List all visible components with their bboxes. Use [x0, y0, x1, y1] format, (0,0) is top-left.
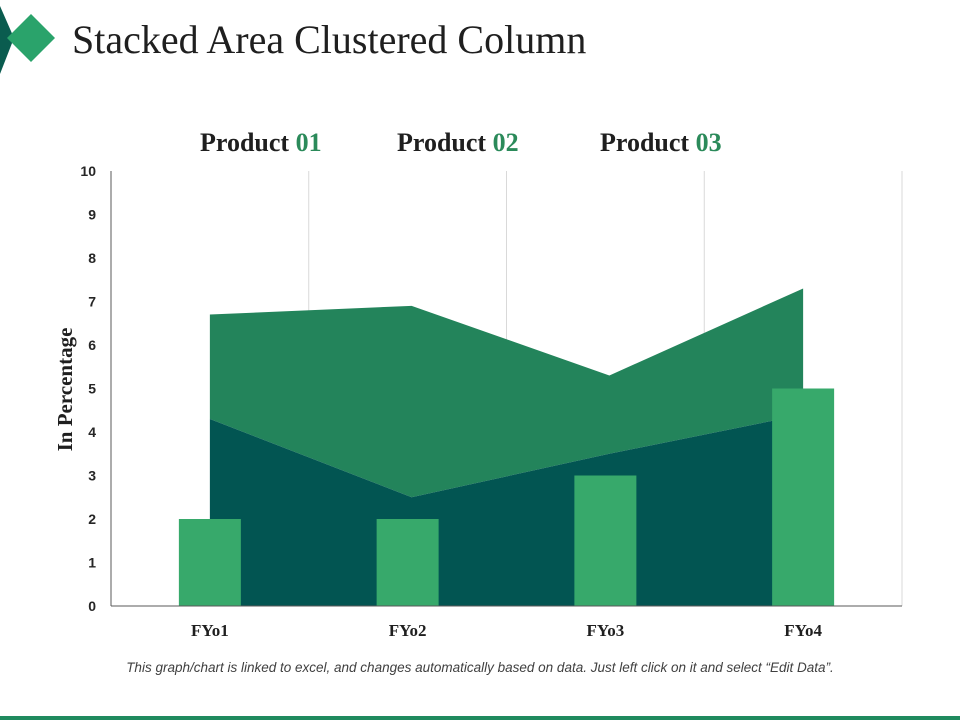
legend-label: Product: [200, 128, 296, 157]
legend-number: 02: [492, 128, 519, 157]
y-tick-label: 5: [88, 381, 96, 397]
legend-label: Product: [600, 128, 696, 157]
bar-product-01-fy04: [772, 388, 835, 606]
bar-product-01-fy03: [574, 475, 637, 606]
area-series-product-02: [209, 414, 804, 606]
y-axis-title: In Percentage: [53, 328, 77, 452]
y-tick-label: 8: [88, 250, 96, 266]
bottom-rule: [0, 716, 960, 720]
bar-product-01-fy01: [178, 519, 241, 606]
y-tick-label: 9: [88, 207, 96, 223]
legend-label: Product: [397, 128, 493, 157]
x-tick-label: FYo4: [784, 621, 822, 640]
y-tick-label: 1: [88, 555, 96, 571]
y-tick-label: 2: [88, 511, 96, 527]
y-tick-label: 7: [88, 294, 96, 310]
legend-entry-product-03: Product 03: [600, 128, 722, 158]
y-tick-label: 4: [88, 424, 96, 440]
bar-product-01-fy02: [376, 519, 439, 606]
deco-light-diamond: [7, 14, 55, 62]
footnote: This graph/chart is linked to excel, and…: [126, 660, 834, 675]
legend-number: 01: [295, 128, 322, 157]
y-tick-label: 10: [80, 163, 96, 179]
deco-dark-diamond: [0, 6, 14, 74]
area-series-product-03: [209, 288, 804, 498]
legend-entry-product-02: Product 02: [397, 128, 519, 158]
y-tick-label: 6: [88, 337, 96, 353]
chart-legend: Product 01 Product 02 Product 03: [0, 128, 960, 168]
x-tick-label: FYo1: [191, 621, 229, 640]
title-decoration: [0, 6, 55, 74]
x-tick-label: FYo2: [389, 621, 427, 640]
slide-title: Stacked Area Clustered Column: [72, 17, 587, 62]
x-tick-label: FYo3: [586, 621, 624, 640]
chart: 0 1 2 3 4 5 6 7 8 9 10 FYo1 FYo2 FYo3 FYo4 In Percentag…: [53, 163, 903, 640]
y-tick-label: 0: [88, 598, 96, 614]
legend-entry-product-01: Product 01: [200, 128, 322, 158]
y-tick-label: 3: [88, 468, 96, 484]
legend-number: 03: [695, 128, 722, 157]
